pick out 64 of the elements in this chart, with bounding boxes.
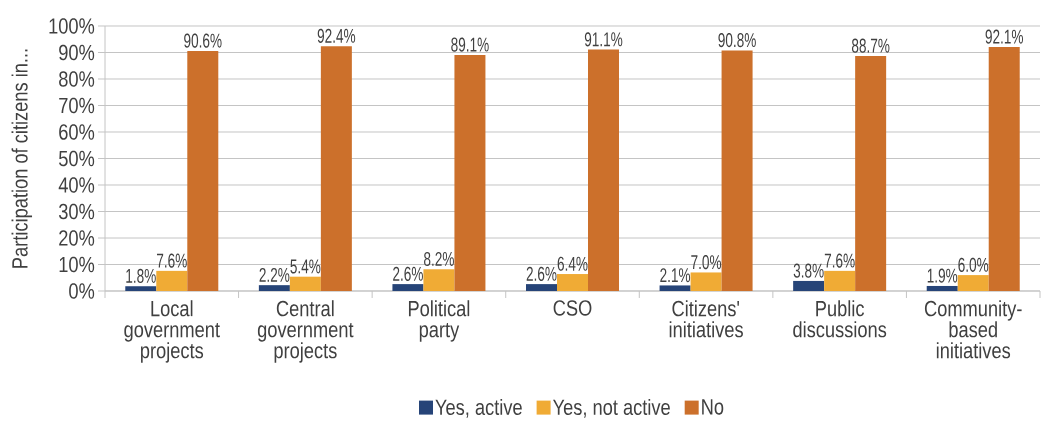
data-label: 91.1% xyxy=(584,32,623,47)
y-tick-label: 30% xyxy=(58,203,95,220)
data-label: 8.2% xyxy=(424,251,454,267)
y-tick-label: 50% xyxy=(58,150,95,167)
data-label: 1.9% xyxy=(927,268,958,283)
bar xyxy=(392,284,424,291)
bar xyxy=(690,272,722,291)
bar xyxy=(855,55,887,291)
bar xyxy=(454,54,486,291)
x-tick-label: Political party xyxy=(408,300,470,342)
y-tick-label: 80% xyxy=(59,71,95,87)
data-label: 7.6% xyxy=(824,253,855,268)
y-tick-label: 10% xyxy=(59,256,95,273)
y-axis-title: Participation of citizens in... xyxy=(11,49,33,268)
bar xyxy=(793,280,825,291)
bar xyxy=(557,274,588,291)
data-label: 6.0% xyxy=(958,257,989,272)
data-label: 5.4% xyxy=(290,259,321,274)
bar xyxy=(423,269,455,291)
x-tick-label: Local government projects xyxy=(124,300,220,363)
bar xyxy=(824,270,856,291)
data-label: 1.8% xyxy=(126,268,156,284)
bar xyxy=(289,276,321,291)
bar xyxy=(957,275,989,291)
x-tick-label: Citizens' initiatives xyxy=(669,300,743,338)
data-label: 2.1% xyxy=(660,268,691,283)
data-label: 7.0% xyxy=(691,255,722,270)
bar xyxy=(156,270,188,291)
data-label: 2.2% xyxy=(259,267,290,282)
data-label: 88.7% xyxy=(851,38,890,53)
y-tick-label: 60% xyxy=(59,124,95,140)
y-tick-label: 90% xyxy=(59,44,95,61)
bar xyxy=(258,285,290,291)
y-tick-label: 0% xyxy=(69,283,95,299)
data-label: 7.6% xyxy=(156,253,187,268)
data-label: 89.1% xyxy=(451,37,489,52)
bar xyxy=(320,46,352,291)
bar xyxy=(926,285,958,291)
legend-label: No xyxy=(702,399,724,415)
data-label: 6.4% xyxy=(557,256,588,271)
bar xyxy=(588,49,619,291)
bar xyxy=(187,50,219,291)
data-label: 92.4% xyxy=(317,28,356,43)
data-label: 2.6% xyxy=(526,266,557,281)
bar xyxy=(659,285,691,291)
bar xyxy=(125,286,157,291)
x-tick-label: Community-based initiatives xyxy=(924,300,1022,359)
y-tick-label: 100% xyxy=(49,18,95,34)
x-tick-label: Central government projects xyxy=(257,300,354,363)
data-label: 90.8% xyxy=(718,33,756,48)
bar xyxy=(988,46,1020,291)
x-tick-label: CSO xyxy=(553,300,592,316)
x-tick-label: Public discussions xyxy=(793,300,887,338)
data-label: 3.8% xyxy=(793,263,824,278)
legend-label: Yes, active xyxy=(435,398,522,418)
data-label: 92.1% xyxy=(985,29,1024,44)
y-tick-label: 40% xyxy=(58,177,95,193)
legend-label: Yes, not active xyxy=(553,398,670,418)
y-tick-label: 20% xyxy=(59,230,95,246)
data-label: 90.6% xyxy=(184,33,222,48)
data-label: 2.6% xyxy=(393,266,423,281)
bar xyxy=(526,284,557,291)
bar xyxy=(721,50,753,291)
y-tick-label: 70% xyxy=(59,97,95,114)
